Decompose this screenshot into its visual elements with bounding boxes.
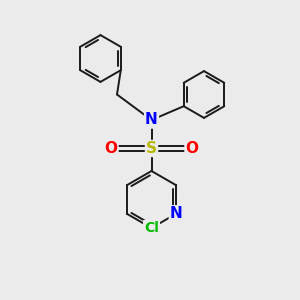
- Text: S: S: [146, 141, 157, 156]
- Text: Cl: Cl: [144, 221, 159, 235]
- Text: O: O: [104, 141, 118, 156]
- Text: N: N: [170, 206, 183, 221]
- Text: N: N: [145, 112, 158, 128]
- Text: O: O: [185, 141, 199, 156]
